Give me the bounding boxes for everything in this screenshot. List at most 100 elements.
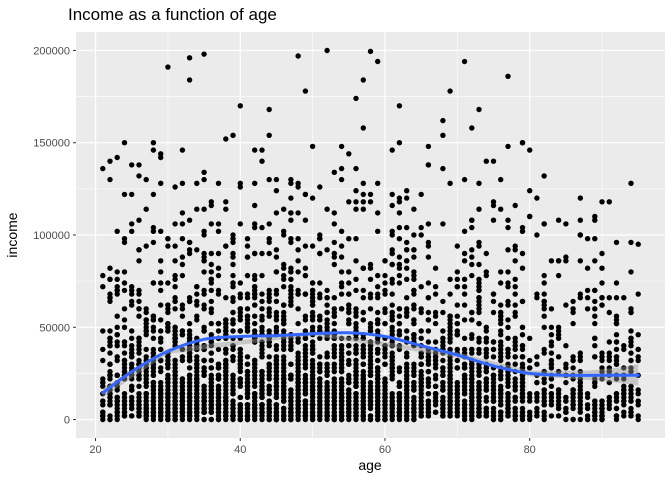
data-point bbox=[302, 383, 309, 389]
data-point bbox=[194, 394, 200, 401]
data-point bbox=[367, 398, 374, 404]
data-point bbox=[476, 239, 482, 246]
data-point bbox=[215, 228, 222, 234]
data-point bbox=[281, 284, 287, 290]
data-point bbox=[346, 405, 352, 412]
data-point bbox=[172, 243, 178, 249]
data-point bbox=[136, 335, 142, 341]
data-point bbox=[389, 232, 395, 238]
data-point bbox=[143, 368, 149, 375]
data-point bbox=[186, 350, 193, 356]
data-point bbox=[158, 258, 164, 264]
data-point bbox=[411, 405, 417, 412]
data-point bbox=[577, 232, 583, 238]
data-point bbox=[172, 372, 178, 378]
data-point bbox=[454, 405, 460, 412]
data-point bbox=[143, 328, 149, 334]
data-point bbox=[447, 320, 453, 327]
data-point bbox=[165, 361, 171, 367]
data-point bbox=[432, 354, 439, 360]
data-point bbox=[295, 335, 301, 341]
data-point bbox=[469, 409, 475, 415]
data-point bbox=[230, 284, 236, 290]
data-point bbox=[331, 376, 337, 382]
data-point bbox=[512, 383, 518, 389]
data-point bbox=[208, 269, 214, 275]
data-point bbox=[230, 409, 236, 415]
data-point bbox=[165, 391, 171, 397]
data-point bbox=[186, 55, 193, 61]
data-point bbox=[317, 184, 323, 190]
data-point bbox=[555, 272, 562, 279]
data-point bbox=[512, 302, 518, 308]
data-point bbox=[498, 357, 504, 364]
data-point bbox=[266, 309, 272, 316]
data-point bbox=[338, 387, 345, 393]
data-point bbox=[186, 413, 193, 419]
data-point bbox=[360, 405, 366, 412]
data-point bbox=[172, 284, 178, 290]
data-point bbox=[425, 162, 432, 168]
data-point bbox=[404, 405, 410, 412]
data-point bbox=[281, 228, 287, 234]
data-point bbox=[534, 398, 540, 404]
data-point bbox=[158, 228, 164, 234]
data-point bbox=[295, 354, 301, 360]
data-point bbox=[454, 402, 460, 408]
data-point bbox=[309, 195, 316, 201]
data-point bbox=[375, 346, 381, 353]
data-point bbox=[121, 239, 128, 246]
data-point bbox=[324, 402, 330, 408]
data-point bbox=[194, 409, 200, 415]
data-point bbox=[628, 309, 634, 316]
data-point bbox=[599, 405, 605, 412]
data-point bbox=[584, 287, 591, 294]
data-point bbox=[273, 354, 280, 360]
data-point bbox=[237, 306, 243, 312]
data-point bbox=[208, 221, 214, 227]
data-point bbox=[281, 343, 287, 349]
data-point bbox=[100, 409, 106, 415]
data-point bbox=[266, 402, 272, 408]
data-point bbox=[375, 328, 381, 334]
data-point bbox=[215, 416, 222, 423]
data-point bbox=[114, 276, 120, 282]
data-point bbox=[230, 383, 236, 389]
data-point bbox=[136, 350, 142, 356]
data-point bbox=[621, 402, 627, 408]
data-point bbox=[273, 416, 280, 423]
data-point bbox=[382, 405, 388, 412]
data-point bbox=[382, 291, 388, 297]
data-point bbox=[338, 284, 345, 290]
data-point bbox=[570, 394, 576, 401]
data-point bbox=[179, 409, 186, 415]
data-point bbox=[201, 328, 207, 334]
data-point bbox=[309, 379, 316, 386]
data-point bbox=[505, 354, 511, 360]
data-point bbox=[353, 383, 359, 389]
data-point bbox=[121, 339, 128, 345]
data-point bbox=[150, 324, 157, 330]
data-point bbox=[432, 265, 439, 271]
data-point bbox=[338, 228, 345, 234]
data-point bbox=[469, 365, 475, 371]
data-point bbox=[136, 162, 142, 168]
data-point bbox=[469, 361, 475, 367]
data-point bbox=[447, 405, 453, 412]
data-point bbox=[172, 258, 178, 264]
data-point bbox=[483, 413, 489, 419]
data-point bbox=[208, 276, 214, 282]
data-point bbox=[346, 402, 352, 408]
data-point bbox=[382, 379, 388, 386]
data-point bbox=[461, 387, 468, 393]
data-point bbox=[179, 391, 186, 397]
data-point bbox=[114, 343, 120, 349]
data-point bbox=[252, 379, 258, 386]
data-point bbox=[367, 191, 374, 198]
data-point bbox=[454, 269, 460, 275]
data-point bbox=[599, 250, 605, 257]
data-point bbox=[324, 47, 330, 54]
data-point bbox=[360, 265, 366, 271]
data-point bbox=[353, 379, 359, 386]
data-point bbox=[353, 368, 359, 375]
